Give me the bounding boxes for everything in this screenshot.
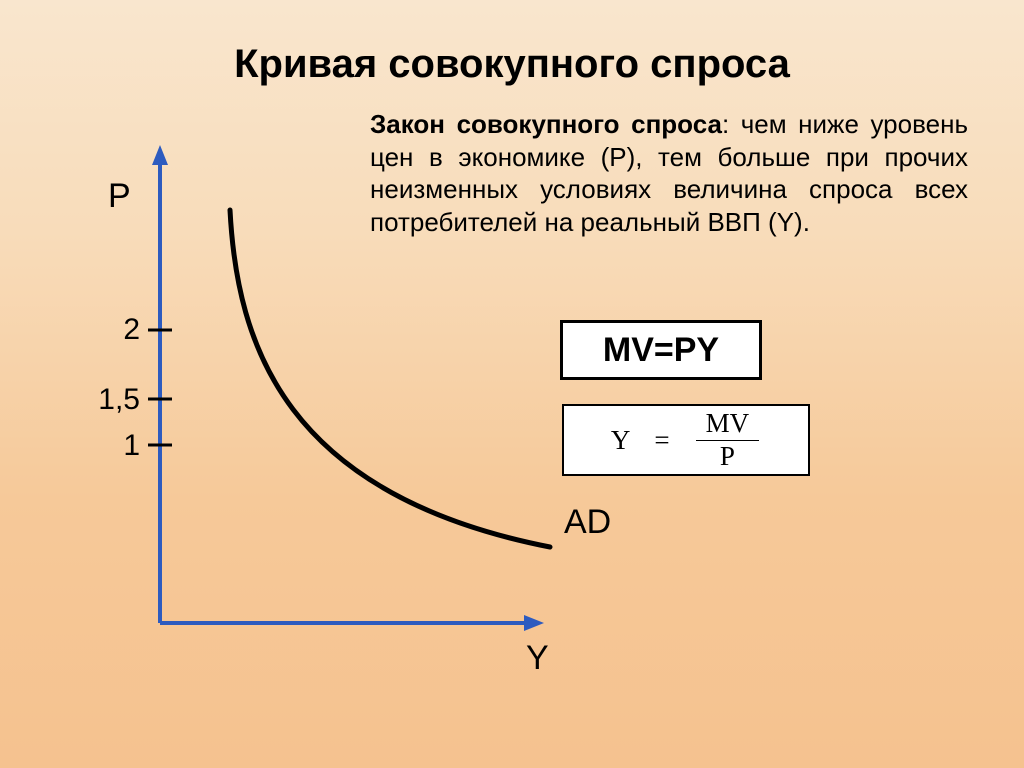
formula2-lhs: Y [611, 425, 631, 456]
tick-label-2: 2 [100, 313, 140, 347]
law-bold: Закон совокупного спроса [370, 109, 722, 139]
axis-label-y: Y [526, 639, 549, 678]
y-axis-arrow [152, 145, 168, 165]
ad-curve [230, 210, 550, 547]
formula2-num: MV [694, 409, 762, 440]
formula2-wrap: Y = MV P [611, 409, 761, 471]
chart-svg [70, 145, 610, 705]
formula2-equals: = [654, 425, 669, 456]
ad-chart: P Y AD 2 1,5 1 [70, 145, 610, 705]
x-axis-arrow [524, 615, 544, 631]
slide-title: Кривая совокупного спроса [0, 42, 1024, 87]
formula2-den: P [696, 440, 759, 472]
curve-label-ad: AD [564, 503, 611, 542]
axis-label-p: P [108, 177, 131, 216]
tick-label-1-5: 1,5 [80, 383, 140, 417]
formula2-fraction: MV P [694, 409, 762, 471]
tick-label-1: 1 [100, 429, 140, 463]
formula1-text: MV=PY [603, 331, 719, 370]
